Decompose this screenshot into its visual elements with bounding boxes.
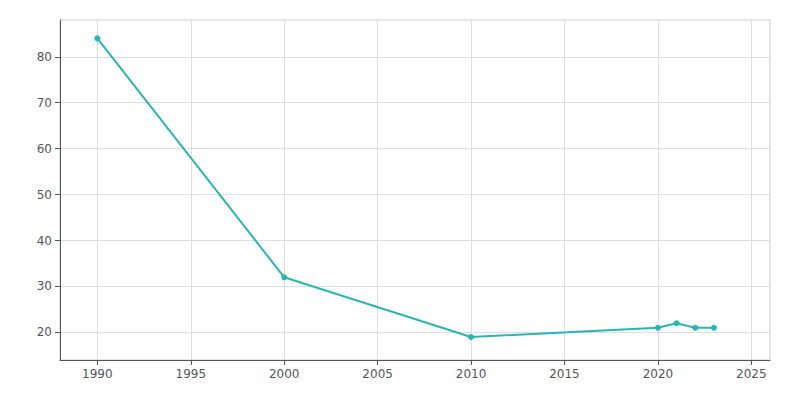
svg-text:2005: 2005 bbox=[362, 367, 393, 381]
svg-text:2020: 2020 bbox=[643, 367, 674, 381]
svg-text:40: 40 bbox=[37, 234, 52, 248]
svg-text:60: 60 bbox=[37, 142, 52, 156]
svg-text:70: 70 bbox=[37, 96, 52, 110]
svg-text:1990: 1990 bbox=[82, 367, 113, 381]
svg-text:50: 50 bbox=[37, 188, 52, 202]
svg-text:20: 20 bbox=[37, 325, 52, 339]
svg-text:30: 30 bbox=[37, 279, 52, 293]
svg-text:2000: 2000 bbox=[269, 367, 300, 381]
svg-text:1995: 1995 bbox=[176, 367, 207, 381]
svg-text:2025: 2025 bbox=[736, 367, 767, 381]
svg-text:2010: 2010 bbox=[456, 367, 487, 381]
svg-text:2015: 2015 bbox=[549, 367, 580, 381]
svg-text:80: 80 bbox=[37, 50, 52, 64]
